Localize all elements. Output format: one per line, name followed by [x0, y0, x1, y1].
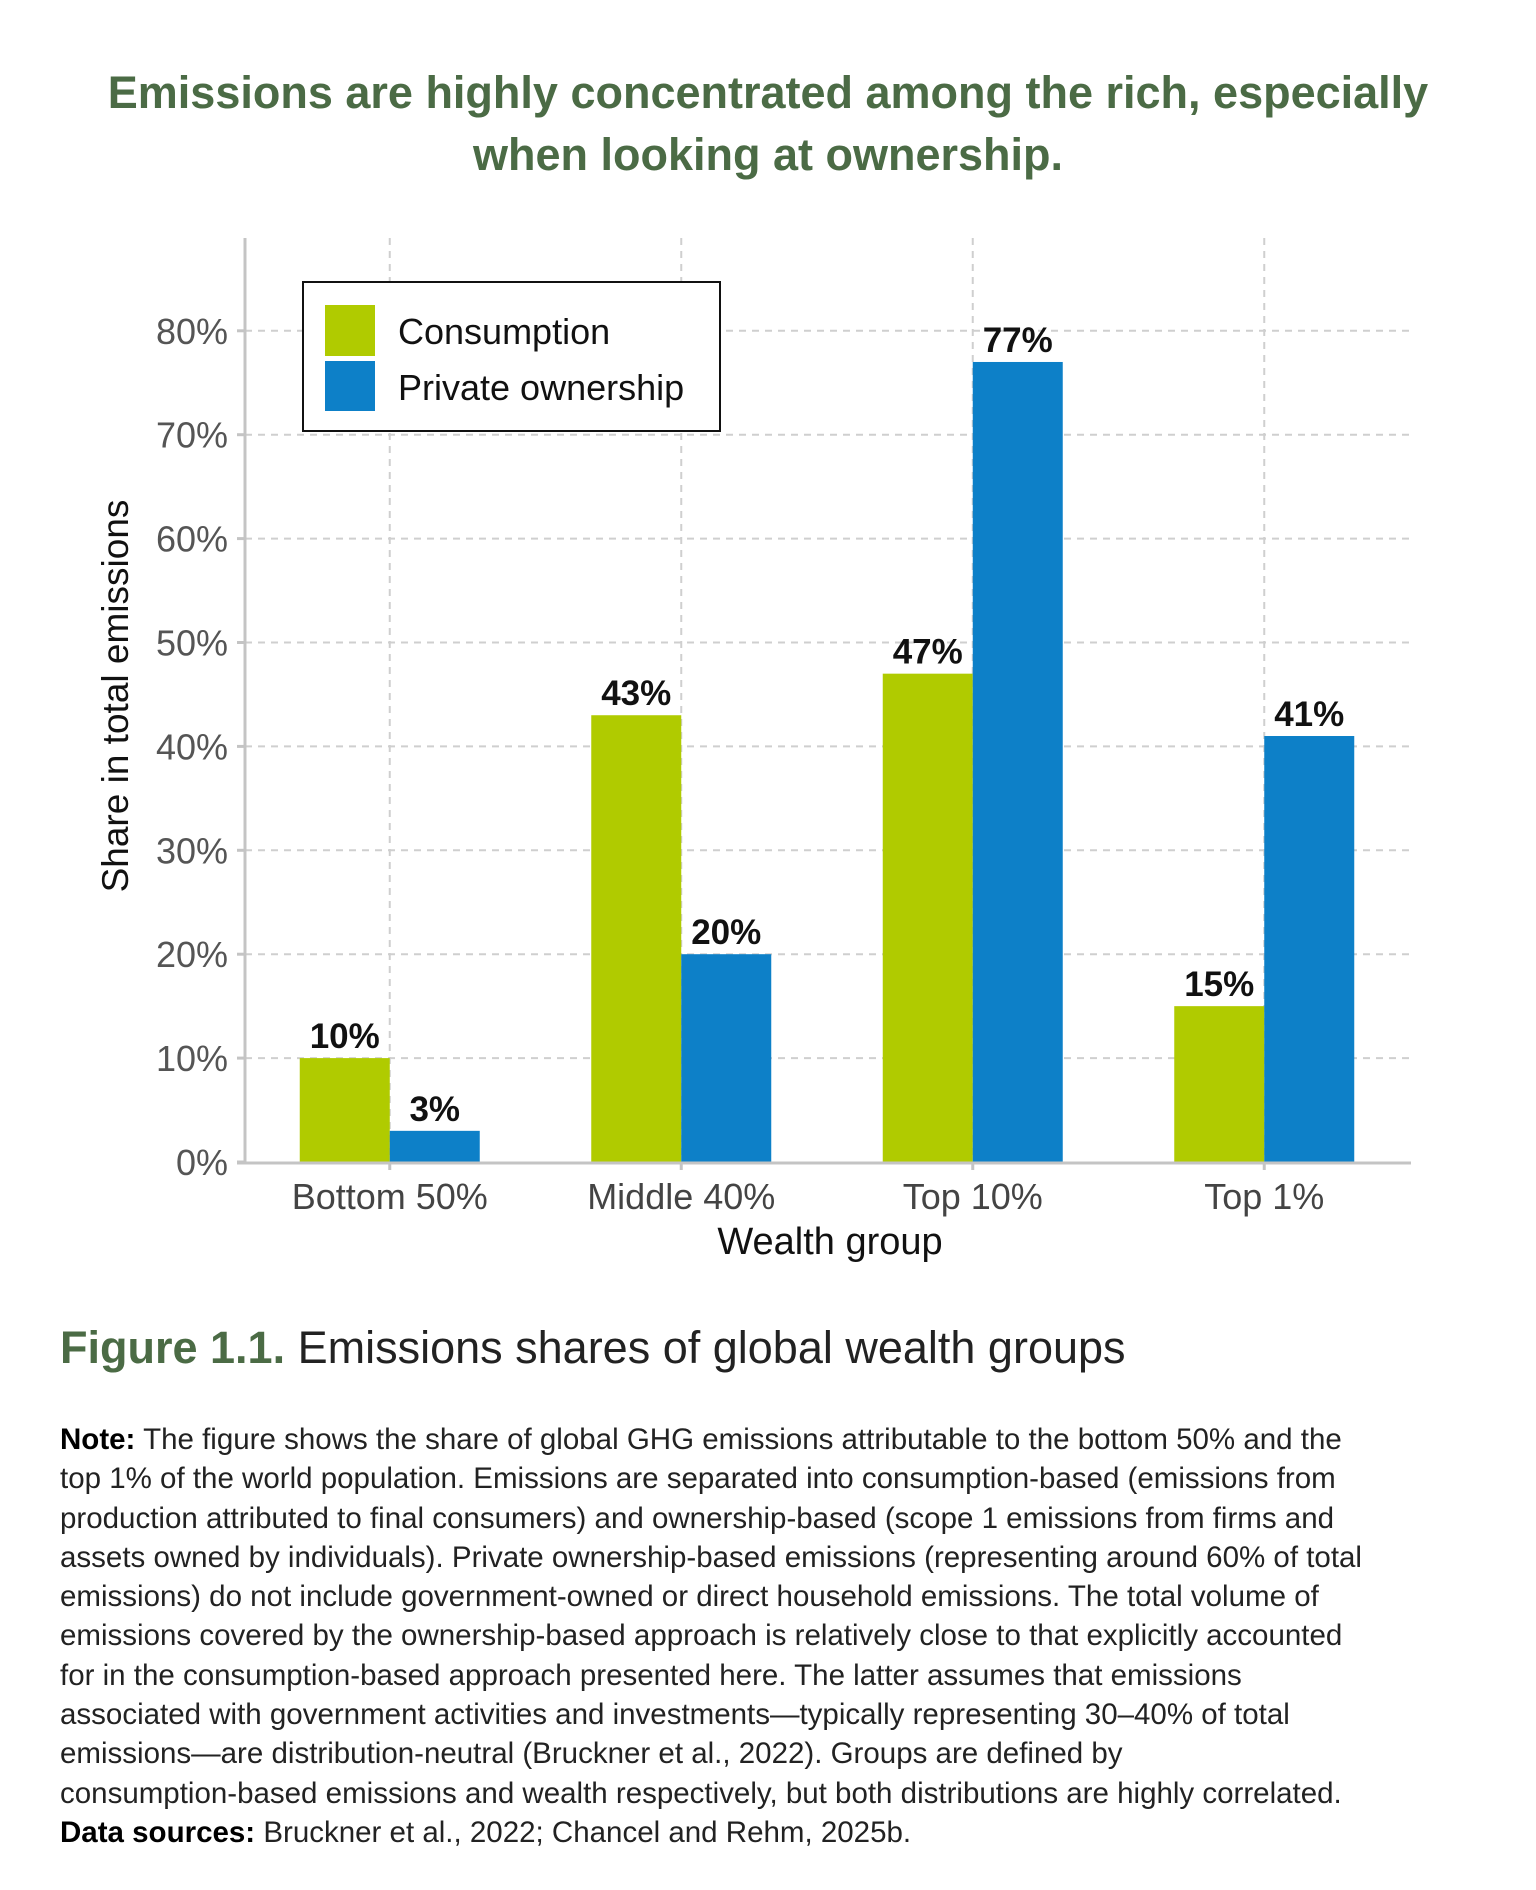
bar-consumption: [591, 715, 682, 1162]
note-line: emissions—are distribution-neutral (Bruc…: [60, 1737, 1123, 1771]
legend-swatch: [325, 361, 375, 411]
note-line: production attributed to final consumers…: [60, 1501, 1335, 1535]
data-label: 47%: [893, 633, 963, 672]
x-tick-label: Top 10%: [903, 1176, 1043, 1217]
x-axis-label: Wealth group: [717, 1221, 942, 1263]
y-tick-label: 80%: [156, 311, 228, 352]
bar-private-ownership: [681, 954, 772, 1162]
note-line: associated with government activities an…: [60, 1698, 1290, 1732]
figure-caption: Figure 1.1. Emissions shares of global w…: [60, 1322, 1126, 1374]
legend-swatch: [325, 305, 375, 356]
note-line: The figure shows the share of global GHG…: [143, 1423, 1342, 1456]
title-line: when looking at ownership.: [472, 129, 1064, 180]
y-tick-label: 10%: [156, 1038, 228, 1079]
y-axis-label: Share in total emissions: [95, 500, 136, 893]
bar-private-ownership: [1264, 736, 1355, 1162]
y-tick-label: 70%: [156, 415, 228, 456]
x-tick-label: Middle 40%: [587, 1176, 775, 1217]
y-tick-label: 30%: [156, 830, 228, 871]
bar-consumption: [1174, 1006, 1265, 1162]
note-line: assets owned by individuals). Private ow…: [60, 1540, 1362, 1574]
figure-text: Emissions shares of global wealth groups: [297, 1322, 1126, 1373]
note-line: top 1% of the world population. Emission…: [60, 1462, 1336, 1496]
note-line: consumption-based emissions and wealth r…: [60, 1776, 1342, 1810]
bar-private-ownership: [972, 361, 1063, 1163]
y-tick-label: 20%: [156, 934, 228, 975]
data-label: 77%: [983, 321, 1053, 360]
title-line: Emissions are highly concentrated among …: [107, 67, 1429, 118]
x-tick-label: Top 1%: [1204, 1176, 1324, 1217]
sources-label: Data sources:: [60, 1815, 256, 1849]
note-line: for in the consumption-based approach pr…: [60, 1658, 1242, 1692]
note-line: emissions) do not include government-own…: [60, 1580, 1319, 1614]
y-tick-label: 60%: [156, 519, 228, 560]
y-tick-label: 0%: [176, 1142, 228, 1183]
bar-consumption: [882, 673, 973, 1162]
x-tick-label: Bottom 50%: [292, 1176, 488, 1217]
sources-text: Bruckner et al., 2022; Chancel and Rehm,…: [263, 1815, 912, 1849]
note-line: emissions covered by the ownership-based…: [60, 1619, 1343, 1653]
y-tick-label: 40%: [156, 726, 228, 767]
bar-chart: 0% 10% 20% 30% 40% 50% 60% 70% 80% 10% 43% 47% 15% 3%…: [95, 238, 1411, 1263]
legend-label: Consumption: [398, 311, 610, 352]
legend-label: Private ownership: [398, 367, 684, 408]
note: Note: The figure shows the share of glob…: [60, 1420, 1500, 1852]
data-label: 15%: [1184, 965, 1254, 1004]
chart-title: Emissions are highly concentrated among …: [0, 62, 1536, 186]
data-label: 43%: [601, 674, 671, 713]
bar-consumption: [299, 1058, 390, 1162]
figure-label: Figure 1.1.: [60, 1322, 286, 1373]
data-label: 10%: [310, 1017, 380, 1056]
data-label: 41%: [1274, 695, 1344, 734]
bar-private-ownership: [389, 1130, 480, 1162]
y-tick-label: 50%: [156, 623, 228, 664]
data-label: 20%: [691, 913, 761, 952]
data-label: 3%: [409, 1090, 460, 1129]
note-label: Note:: [60, 1423, 136, 1456]
